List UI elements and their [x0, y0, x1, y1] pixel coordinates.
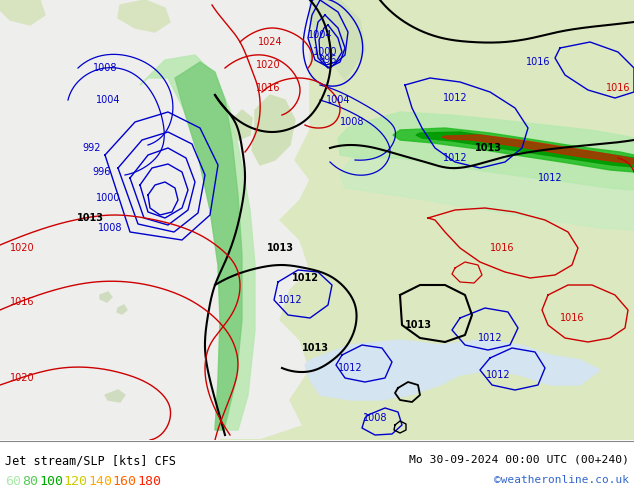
Polygon shape: [280, 0, 634, 440]
Text: 1012: 1012: [338, 363, 362, 373]
Text: 140: 140: [88, 475, 112, 488]
Text: 992: 992: [83, 143, 101, 153]
Text: 1016: 1016: [489, 243, 514, 253]
Text: 1000: 1000: [96, 193, 120, 203]
Polygon shape: [117, 305, 127, 314]
Text: 1013: 1013: [474, 143, 501, 153]
Polygon shape: [105, 390, 125, 402]
Text: 1008: 1008: [363, 413, 387, 423]
Text: 1013: 1013: [302, 343, 328, 353]
Text: 1012: 1012: [292, 273, 318, 283]
Polygon shape: [442, 135, 634, 164]
Polygon shape: [310, 0, 365, 80]
Text: 1012: 1012: [477, 333, 502, 343]
Text: 1004: 1004: [307, 30, 332, 40]
Polygon shape: [175, 62, 242, 430]
Text: 1020: 1020: [256, 60, 280, 70]
Text: 1016: 1016: [256, 83, 280, 93]
Polygon shape: [140, 55, 255, 430]
Text: 1004: 1004: [326, 95, 350, 105]
Text: 1008: 1008: [340, 117, 365, 127]
Text: 1020: 1020: [10, 373, 34, 383]
Polygon shape: [340, 155, 634, 230]
Text: 180: 180: [137, 475, 161, 488]
Text: 996: 996: [319, 55, 337, 65]
Text: 1008: 1008: [93, 63, 117, 73]
Text: ©weatheronline.co.uk: ©weatheronline.co.uk: [494, 475, 629, 485]
Text: 1000: 1000: [313, 47, 337, 57]
Text: 1013: 1013: [404, 320, 432, 330]
Text: 996: 996: [93, 167, 111, 177]
Text: 1008: 1008: [98, 223, 122, 233]
Polygon shape: [100, 292, 112, 302]
Polygon shape: [393, 128, 634, 172]
Text: 1024: 1024: [257, 37, 282, 47]
Text: 1012: 1012: [486, 370, 510, 380]
Text: 1016: 1016: [10, 297, 34, 307]
Polygon shape: [252, 95, 295, 165]
Text: 1012: 1012: [278, 295, 302, 305]
Text: 60: 60: [5, 475, 21, 488]
Polygon shape: [220, 370, 634, 440]
Polygon shape: [338, 112, 634, 190]
Text: 1012: 1012: [538, 173, 562, 183]
Text: 1020: 1020: [10, 243, 34, 253]
Text: 1013: 1013: [77, 213, 103, 223]
Text: 1016: 1016: [560, 313, 585, 323]
Polygon shape: [0, 0, 45, 25]
Text: 1004: 1004: [96, 95, 120, 105]
Polygon shape: [416, 132, 634, 167]
Text: 160: 160: [112, 475, 136, 488]
Text: 1013: 1013: [266, 243, 294, 253]
Text: Mo 30-09-2024 00:00 UTC (00+240): Mo 30-09-2024 00:00 UTC (00+240): [409, 454, 629, 464]
Polygon shape: [118, 0, 170, 32]
Text: 1016: 1016: [526, 57, 550, 67]
Polygon shape: [230, 110, 252, 140]
Text: 80: 80: [22, 475, 38, 488]
Text: Jet stream/SLP [kts] CFS: Jet stream/SLP [kts] CFS: [5, 454, 176, 467]
Text: 1016: 1016: [605, 83, 630, 93]
Text: 1012: 1012: [443, 153, 467, 163]
Text: 120: 120: [63, 475, 87, 488]
Polygon shape: [305, 340, 600, 400]
Text: 100: 100: [39, 475, 63, 488]
Text: 1012: 1012: [443, 93, 467, 103]
